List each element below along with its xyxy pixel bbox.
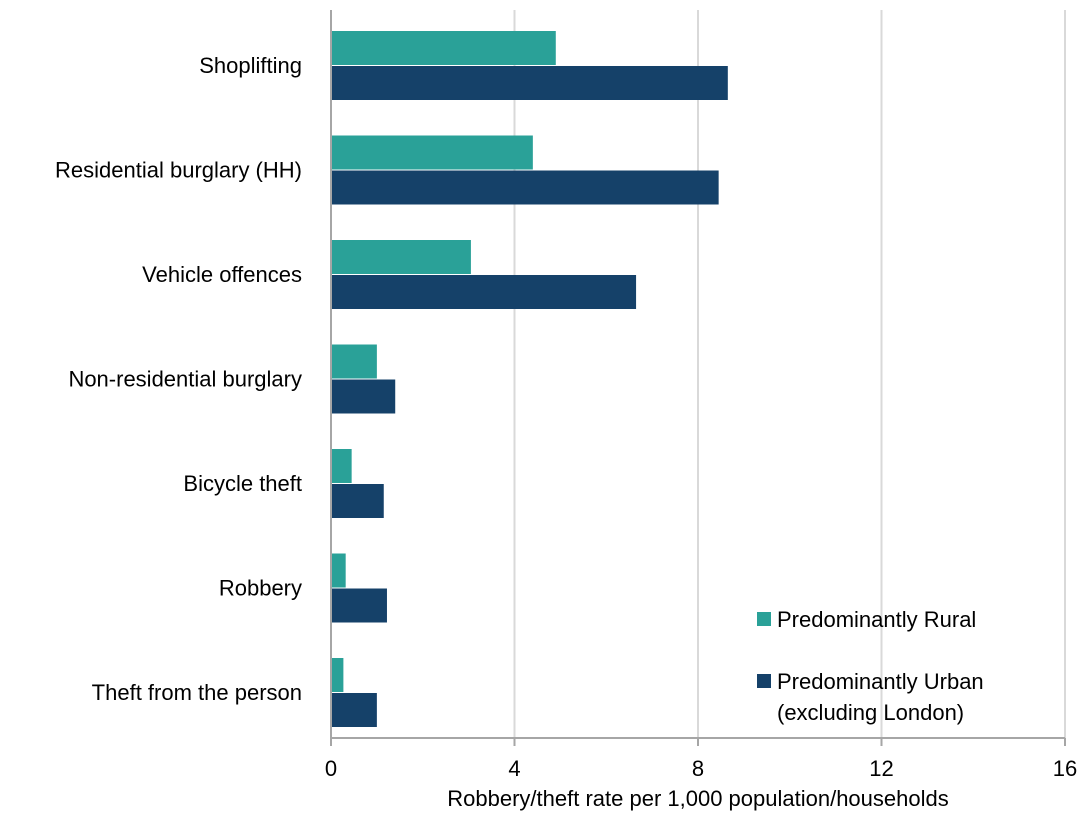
bar-urban-4 — [331, 484, 384, 518]
bar-urban-6 — [331, 693, 377, 727]
bar-rural-6 — [331, 658, 344, 692]
category-labels: Shoplifting Residential burglary (HH) Vehi… — [55, 53, 302, 705]
bar-urban-1 — [331, 170, 719, 205]
legend-swatch-rural — [757, 612, 771, 626]
x-tick-label: 4 — [508, 756, 520, 781]
category-label: Bicycle theft — [183, 471, 302, 496]
legend-label-urban: Predominantly Urban — [777, 669, 984, 694]
category-label: Non-residential burglary — [68, 367, 302, 392]
bar-rural-4 — [331, 449, 352, 483]
bar-rural-2 — [331, 240, 471, 274]
bar-urban-3 — [331, 379, 396, 414]
bar-rural-0 — [331, 31, 556, 65]
x-tick-label: 8 — [692, 756, 704, 781]
x-tick-label: 0 — [325, 756, 337, 781]
x-axis-title: Robbery/theft rate per 1,000 population/… — [447, 786, 948, 811]
bar-urban-5 — [331, 588, 387, 623]
bar-urban-0 — [331, 66, 728, 100]
bar-urban-2 — [331, 275, 637, 309]
x-tick-label: 16 — [1053, 756, 1077, 781]
x-tick-label: 12 — [869, 756, 893, 781]
category-label: Vehicle offences — [142, 262, 302, 287]
bar-rural-5 — [331, 553, 346, 588]
bar-rural-1 — [331, 135, 533, 170]
x-axis: 0 4 8 12 16 — [325, 10, 1077, 781]
category-label: Shoplifting — [199, 53, 302, 78]
bars — [331, 31, 728, 727]
legend-swatch-urban — [757, 674, 771, 688]
category-label: Robbery — [219, 576, 302, 601]
legend-label-urban: (excluding London) — [777, 700, 964, 725]
category-label: Residential burglary (HH) — [55, 158, 302, 183]
legend-label-rural: Predominantly Rural — [777, 607, 976, 632]
legend: Predominantly Rural Predominantly Urban (e… — [757, 607, 984, 725]
bar-rural-3 — [331, 344, 377, 379]
gridlines — [513, 10, 1066, 738]
category-label: Theft from the person — [92, 680, 302, 705]
